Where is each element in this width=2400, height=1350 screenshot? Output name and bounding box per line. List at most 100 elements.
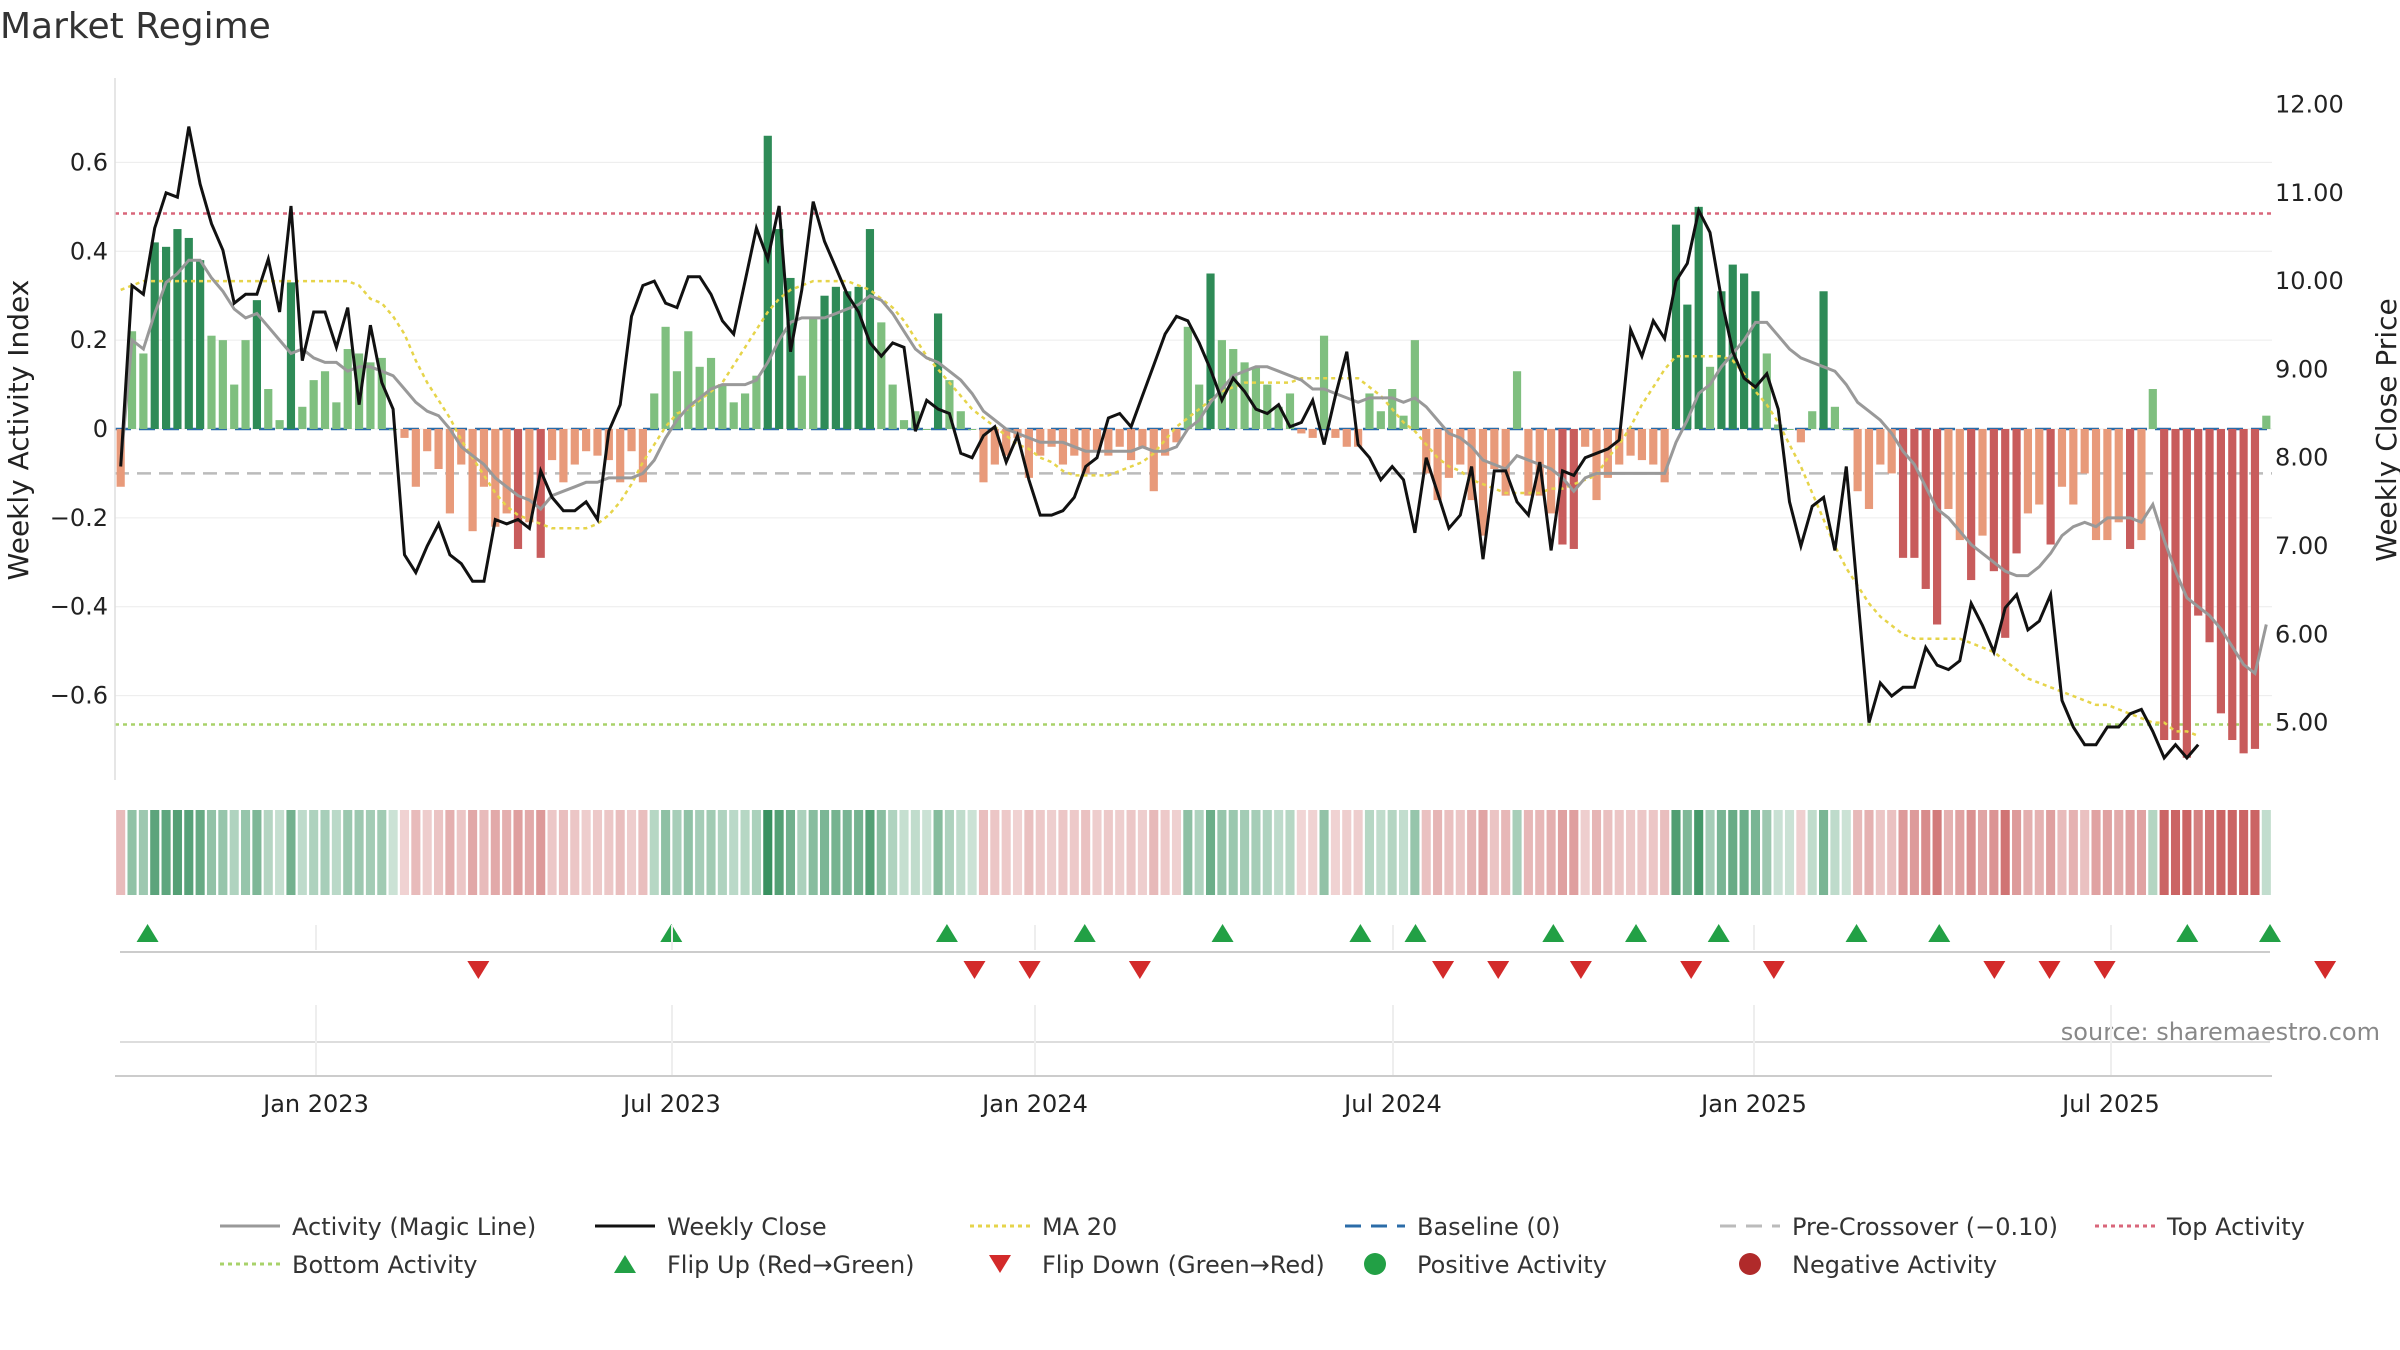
activity-bar (150, 242, 159, 429)
regime-cell (1841, 810, 1851, 895)
activity-bar (729, 402, 738, 429)
activity-bar (593, 429, 602, 456)
regime-cell (1750, 810, 1760, 895)
flip-down-marker (1018, 961, 1041, 979)
regime-cell (2170, 810, 2181, 895)
regime-cell (649, 810, 659, 895)
regime-cell (1240, 810, 1250, 895)
regime-cell (1648, 810, 1658, 895)
right-tick-label: 8.00 (2275, 444, 2328, 472)
activity-bar (1864, 429, 1874, 509)
regime-cell (377, 810, 387, 895)
regime-cell (1228, 810, 1238, 895)
regime-cell (876, 810, 886, 895)
regime-cell (1217, 810, 1227, 895)
activity-bar (1740, 273, 1749, 429)
activity-bar (661, 326, 670, 429)
magic-line (119, 258, 2268, 677)
activity-bar (2194, 429, 2203, 616)
regime-cell (1376, 810, 1386, 895)
activity-bar (2182, 429, 2191, 758)
flip-up-marker (1928, 924, 1951, 942)
regime-cell (2193, 810, 2203, 895)
flip-up-marker (1349, 924, 1372, 942)
regime-cell (740, 810, 750, 895)
regime-cell (1160, 810, 1170, 895)
regime-cell (1501, 810, 1511, 895)
activity-bar (1921, 429, 1930, 589)
regime-cell (570, 810, 580, 895)
regime-cell (1024, 810, 1034, 895)
legend-item: Activity (Magic Line) (220, 1213, 536, 1241)
regime-cell (1864, 810, 1874, 895)
activity-bar (2080, 429, 2089, 474)
legend-item: Negative Activity (1739, 1251, 1997, 1279)
activity-bar (1308, 429, 1317, 438)
activity-bars (116, 135, 2271, 758)
activity-bar (2160, 429, 2169, 741)
regime-cell (1887, 810, 1897, 895)
activity-bar (1989, 429, 1998, 572)
regime-cell (1898, 810, 1908, 895)
regime-cell (1398, 810, 1409, 895)
regime-cell (1387, 810, 1397, 895)
legend-item: Pre-Crossover (−0.10) (1720, 1213, 2058, 1241)
regime-cell (547, 810, 557, 895)
regime-cell (1546, 810, 1556, 895)
flip-down-marker (1762, 961, 1785, 979)
regime-cell (263, 810, 273, 895)
activity-bar (1683, 304, 1692, 429)
regime-cell (286, 810, 296, 895)
flip-up-marker (2176, 924, 2199, 942)
activity-bar (1626, 429, 1635, 456)
regime-cell (1796, 810, 1806, 895)
activity-bar (945, 380, 954, 429)
left-axis-label: Weekly Activity Index (2, 280, 35, 581)
flip-down-marker (1432, 961, 1455, 979)
activity-bar (161, 246, 171, 429)
regime-cell (1467, 810, 1477, 895)
regime-cell (206, 810, 217, 895)
flip-up-marker (136, 924, 159, 942)
activity-bar (230, 384, 239, 429)
right-tick-label: 10.00 (2275, 267, 2344, 295)
flip-down-marker (2314, 961, 2337, 979)
regime-cell (1512, 810, 1522, 895)
regime-cell (1319, 810, 1329, 895)
regime-cell (2012, 810, 2022, 895)
regime-cell (933, 810, 943, 895)
regime-cell (1251, 810, 1261, 895)
activity-bar (1263, 384, 1272, 429)
weekly-close-line (119, 126, 2200, 761)
activity-bar (127, 331, 137, 429)
regime-cell (138, 810, 148, 895)
activity-bar (2069, 429, 2078, 505)
left-tick-label: −0.2 (50, 504, 108, 532)
regime-cell (1819, 810, 1829, 895)
activity-bar (1898, 429, 1908, 558)
regime-cell (275, 810, 285, 895)
legend-label: Pre-Crossover (−0.10) (1792, 1213, 2058, 1241)
legend-label: Top Activity (2166, 1213, 2305, 1241)
activity-bar (1024, 429, 1033, 478)
regime-cell (592, 810, 603, 895)
activity-bar (264, 389, 273, 429)
regime-cell (479, 810, 489, 895)
x-tick-label: Jan 2023 (261, 1090, 369, 1118)
regime-cell (411, 810, 421, 895)
regime-cell (1580, 810, 1590, 895)
regime-cell (2046, 810, 2056, 895)
flip-up-marker (1073, 924, 1096, 942)
activity-bar (650, 393, 659, 429)
regime-cell (1149, 810, 1159, 895)
regime-cell (445, 810, 455, 895)
regime-cell (1739, 810, 1749, 895)
regime-cell (581, 810, 591, 895)
regime-cell (161, 810, 171, 895)
regime-cell (2261, 810, 2271, 895)
activity-bar (684, 331, 693, 429)
regime-cell (1762, 810, 1772, 895)
activity-bar (1297, 429, 1306, 434)
legend-label: Negative Activity (1792, 1251, 1997, 1279)
flip-down-marker (2038, 961, 2061, 979)
